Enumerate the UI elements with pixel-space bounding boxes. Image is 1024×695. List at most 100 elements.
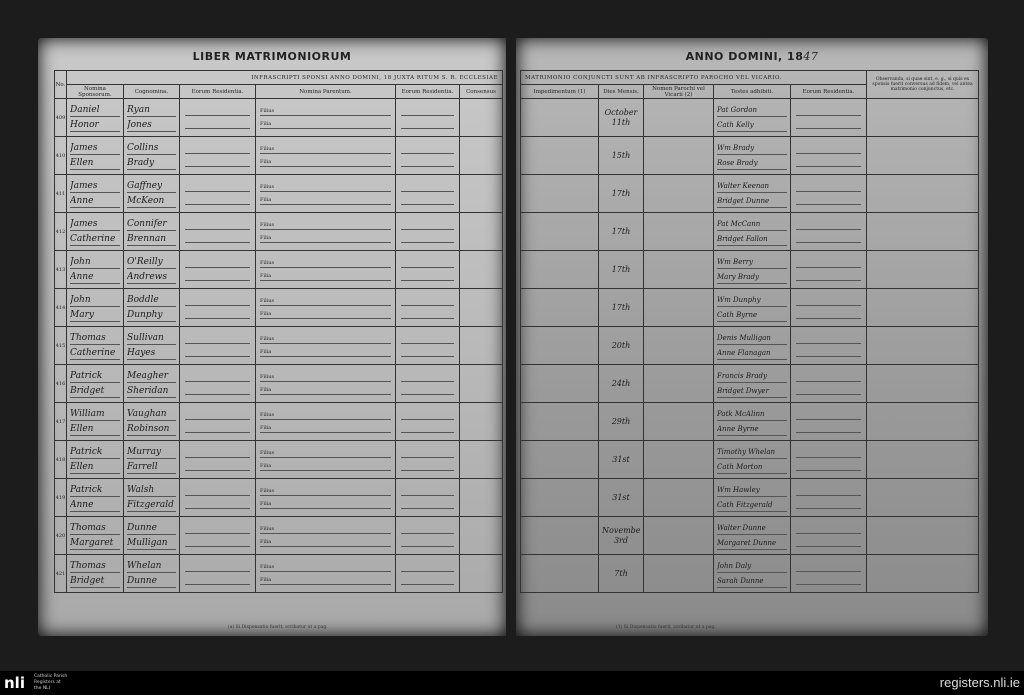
blank-line	[185, 348, 250, 357]
surnames-cell: Boddle Dunphy	[123, 288, 180, 327]
witness-2: Cath Morton	[717, 461, 787, 474]
groom-name: John	[70, 256, 120, 269]
blank-line	[401, 411, 454, 420]
observanda-cell	[866, 478, 980, 517]
blank-line	[185, 158, 250, 167]
groom-surname: Meagher	[127, 370, 176, 383]
page-title: LIBER MATRIMONIORUM	[192, 50, 352, 63]
witness-2: Cath Byrne	[717, 309, 787, 322]
witness-1: Timothy Whelan	[717, 446, 787, 459]
footnote: (1) Si Dispensatio fuerit, scribatur ut …	[616, 625, 716, 630]
witnesses-cell: Pat Gordon Cath Kelly	[713, 98, 791, 137]
date-cell: 17th	[598, 174, 644, 213]
bride-name: Ellen	[70, 461, 120, 474]
blank-line	[796, 449, 862, 458]
date-cell: 31st	[598, 478, 644, 517]
parents-cell: Filius Filia	[255, 212, 396, 251]
blank-line	[401, 563, 454, 572]
witness-2: Bridget Dwyer	[717, 385, 787, 398]
impediment-cell	[520, 250, 599, 289]
bride-name: Ellen	[70, 423, 120, 436]
priest-cell	[643, 440, 714, 479]
filia-label: Filia	[260, 386, 391, 395]
year-handwritten: 47	[803, 50, 819, 63]
header-no: No.	[54, 70, 67, 99]
blank-line	[401, 310, 454, 319]
observanda-cell	[866, 98, 980, 137]
column-header: Nomina Sponsorum.	[66, 84, 124, 99]
site-link[interactable]: registers.nli.ie	[939, 675, 1020, 690]
marriage-date: November 3rd	[602, 525, 640, 545]
filia-label: Filia	[260, 120, 391, 129]
witness-2: Mary Brady	[717, 271, 787, 284]
blank-line	[185, 373, 250, 382]
date-cell: 20th	[598, 326, 644, 365]
blank-line	[185, 449, 250, 458]
blank-line	[185, 462, 250, 471]
consensus-cell	[458, 288, 504, 327]
filius-label: Filius	[260, 145, 391, 154]
groom-name: Thomas	[70, 560, 120, 573]
table-row: 417 William Ellen Vaughan Robinson Filius Fili…	[54, 402, 504, 441]
bride-name: Bridget	[70, 385, 120, 398]
parents-residence-cell	[395, 288, 460, 327]
consensus-cell	[458, 250, 504, 289]
witnesses-cell: John Daly Sarah Dunne	[713, 554, 791, 593]
filius-label: Filius	[260, 297, 391, 306]
blank-line	[401, 500, 454, 509]
filius-label: Filius	[260, 221, 391, 230]
blank-line	[185, 563, 250, 572]
nli-logo[interactable]: nli	[4, 674, 25, 692]
surnames-cell: O'Reilly Andrews	[123, 250, 180, 289]
table-row: 31st Timothy Whelan Cath Morton	[520, 440, 980, 479]
footnote: (a) Si Dispensatio fuerit, scribatur ut …	[228, 625, 328, 630]
blank-line	[185, 525, 250, 534]
groom-name: James	[70, 180, 120, 193]
witnesses-cell: Wm Dunphy Cath Byrne	[713, 288, 791, 327]
consensus-cell	[458, 516, 504, 555]
table-row: 20th Denis Mulligan Anne Flanagan	[520, 326, 980, 365]
bride-surname: Hayes	[127, 347, 176, 360]
entry-number: 414	[54, 288, 67, 327]
priest-cell	[643, 288, 714, 327]
column-header: Dies Mensis.	[598, 84, 644, 99]
table-row: 419 Patrick Anne Walsh Fitzgerald Filius Filia	[54, 478, 504, 517]
blank-line	[796, 183, 862, 192]
observanda-cell	[866, 250, 980, 289]
parents-residence-cell	[395, 478, 460, 517]
marriage-date: October 11th	[604, 107, 638, 127]
impediment-cell	[520, 136, 599, 175]
priest-cell	[643, 136, 714, 175]
impediment-cell	[520, 174, 599, 213]
entry-number: 419	[54, 478, 67, 517]
table-row: 410 James Ellen Collins Brady Filius Filia	[54, 136, 504, 175]
witnesses-cell: Timothy Whelan Cath Morton	[713, 440, 791, 479]
blank-line	[185, 183, 250, 192]
filia-label: Filia	[260, 158, 391, 167]
witness-residence-cell	[789, 516, 868, 555]
given-names-cell: James Ellen	[66, 136, 124, 175]
blank-line	[185, 411, 250, 420]
witnesses-cell: Wm Brady Rose Brady	[713, 136, 791, 175]
blank-line	[796, 297, 862, 306]
date-cell: 17th	[598, 212, 644, 251]
surnames-cell: Collins Brady	[123, 136, 180, 175]
date-cell: November 3rd	[598, 516, 644, 555]
entry-number: 409	[54, 98, 67, 137]
witnesses-cell: Wm Berry Mary Brady	[713, 250, 791, 289]
residence-cell	[179, 212, 256, 251]
entry-number: 413	[54, 250, 67, 289]
blank-line	[796, 259, 862, 268]
blank-line	[401, 538, 454, 547]
marriage-date: 15th	[611, 150, 631, 160]
bride-surname: Fitzgerald	[127, 499, 176, 512]
blank-line	[401, 183, 454, 192]
bride-surname: Brady	[127, 157, 176, 170]
parents-residence-cell	[395, 98, 460, 137]
impediment-cell	[520, 364, 599, 403]
witness-1: John Daly	[717, 560, 787, 573]
date-cell: 24th	[598, 364, 644, 403]
witnesses-cell: Pat McCann Bridget Fallon	[713, 212, 791, 251]
table-row: 17th Walter Keenan Bridget Dunne	[520, 174, 980, 213]
filia-label: Filia	[260, 272, 391, 281]
